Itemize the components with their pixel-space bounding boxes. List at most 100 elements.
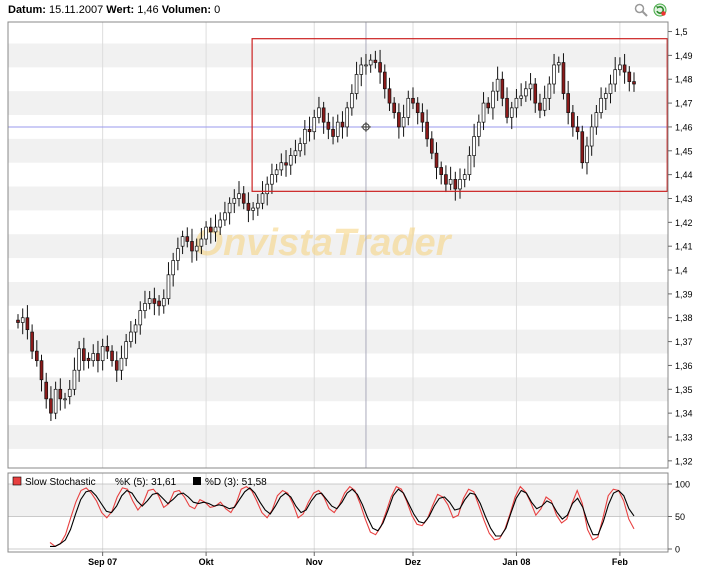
candle-up	[364, 64, 368, 67]
stoch-y-tick-label: 0	[675, 545, 680, 555]
candle-up	[585, 145, 589, 164]
price-y-tick-label: 1,49	[675, 51, 693, 61]
price-band	[8, 425, 668, 449]
price-panel-bands	[8, 22, 668, 468]
x-axis-tick-label: Jan 08	[502, 557, 530, 567]
candle-down	[35, 350, 39, 362]
crosshair-marker	[360, 121, 371, 132]
candle-down	[190, 241, 194, 252]
candle-up	[359, 64, 364, 75]
candle-down	[486, 102, 491, 109]
chart-header: Datum: 15.11.2007 Wert: 1,46 Volumen: 0	[0, 0, 703, 20]
candle-up	[491, 90, 495, 109]
candle-up	[524, 88, 528, 97]
candle-up	[298, 143, 302, 152]
date-value: 15.11.2007	[48, 4, 104, 16]
price-y-tick-label: 1,38	[675, 313, 693, 323]
candle-down	[241, 193, 246, 204]
candle-up	[67, 388, 72, 397]
price-band	[8, 138, 668, 163]
candle-down	[500, 78, 505, 99]
candle-up	[166, 274, 171, 300]
candle-down	[185, 236, 190, 242]
candle-down	[44, 381, 49, 400]
price-y-tick-label: 1,5	[675, 27, 688, 37]
candle-up	[176, 248, 180, 261]
price-y-tick-label: 1,43	[675, 194, 693, 204]
candle-down	[561, 62, 566, 94]
candle-up	[265, 183, 270, 195]
candle-up	[467, 155, 472, 175]
legend-d-swatch	[193, 477, 201, 485]
candle-down	[152, 298, 157, 304]
candle-up	[462, 174, 467, 180]
candle-up	[256, 202, 260, 209]
watermark: OnvistaTrader	[194, 222, 453, 264]
candle-down	[387, 88, 392, 104]
candle-up	[270, 174, 274, 185]
candle-down	[96, 353, 100, 362]
price-y-axis: 1,32 1,33 1,34 1,35 1,36 1,37 1,38 1,39 1,4 1,41 1…	[668, 27, 693, 466]
candle-down	[453, 179, 458, 190]
candle-up	[556, 62, 561, 66]
candle-down	[105, 346, 110, 352]
stoch-y-axis: 100 50 0	[668, 480, 690, 555]
candle-up	[124, 341, 128, 359]
candle-up	[509, 107, 514, 118]
candle-up	[589, 126, 594, 147]
candle-up	[138, 310, 143, 326]
candle-down	[434, 152, 439, 168]
price-band	[8, 329, 668, 354]
refresh-icon[interactable]	[653, 3, 667, 17]
legend-d-label: %D (3): 51,58	[205, 477, 267, 488]
candle-up	[237, 193, 241, 199]
candle-up	[194, 245, 199, 252]
zoom-icon[interactable]	[634, 3, 648, 17]
candle-down	[538, 102, 542, 111]
candle-up	[354, 74, 359, 94]
candle-up	[279, 162, 284, 171]
price-band	[8, 186, 668, 211]
candle-down	[82, 348, 86, 362]
price-y-tick-label: 1,48	[675, 75, 693, 85]
candle-up	[613, 69, 617, 85]
price-band	[8, 234, 668, 259]
stoch-band	[8, 484, 668, 517]
candle-up	[180, 236, 185, 247]
candle-down	[411, 97, 415, 104]
candle-down	[429, 138, 434, 154]
price-y-tick-label: 1,44	[675, 170, 693, 180]
candle-up	[312, 117, 317, 133]
candle-up	[599, 97, 603, 113]
candle-up	[72, 369, 77, 390]
candle-down	[307, 128, 312, 133]
price-y-tick-label: 1,39	[675, 289, 693, 299]
candle-up	[91, 353, 96, 362]
x-axis-tick-label: Okt	[199, 557, 214, 567]
candle-down	[397, 112, 401, 128]
x-axis-tick-label: Nov	[306, 557, 323, 567]
candle-up	[274, 169, 279, 175]
price-y-tick-label: 1,42	[675, 218, 693, 228]
price-y-tick-label: 1,34	[675, 409, 693, 419]
x-axis-tick-label: Dez	[405, 557, 422, 567]
x-axis: Sep 07 Okt Nov Dez Jan 08 Feb	[88, 552, 628, 567]
candle-up	[223, 212, 227, 221]
legend-title: Slow Stochastic	[25, 477, 96, 488]
candle-up	[53, 388, 58, 414]
candle-down	[627, 71, 632, 82]
candle-down	[425, 121, 429, 140]
candle-up	[317, 107, 321, 118]
stoch-y-tick-label: 100	[675, 480, 690, 490]
candle-down	[110, 350, 114, 362]
candle-up	[288, 155, 293, 166]
price-y-tick-label: 1,33	[675, 432, 693, 442]
candle-up	[218, 219, 223, 228]
volume-value: 0	[214, 4, 221, 16]
candle-down	[415, 102, 420, 113]
candle-down	[326, 121, 331, 130]
candle-up	[100, 346, 105, 362]
candle-down	[331, 128, 335, 137]
candle-down	[392, 102, 396, 113]
